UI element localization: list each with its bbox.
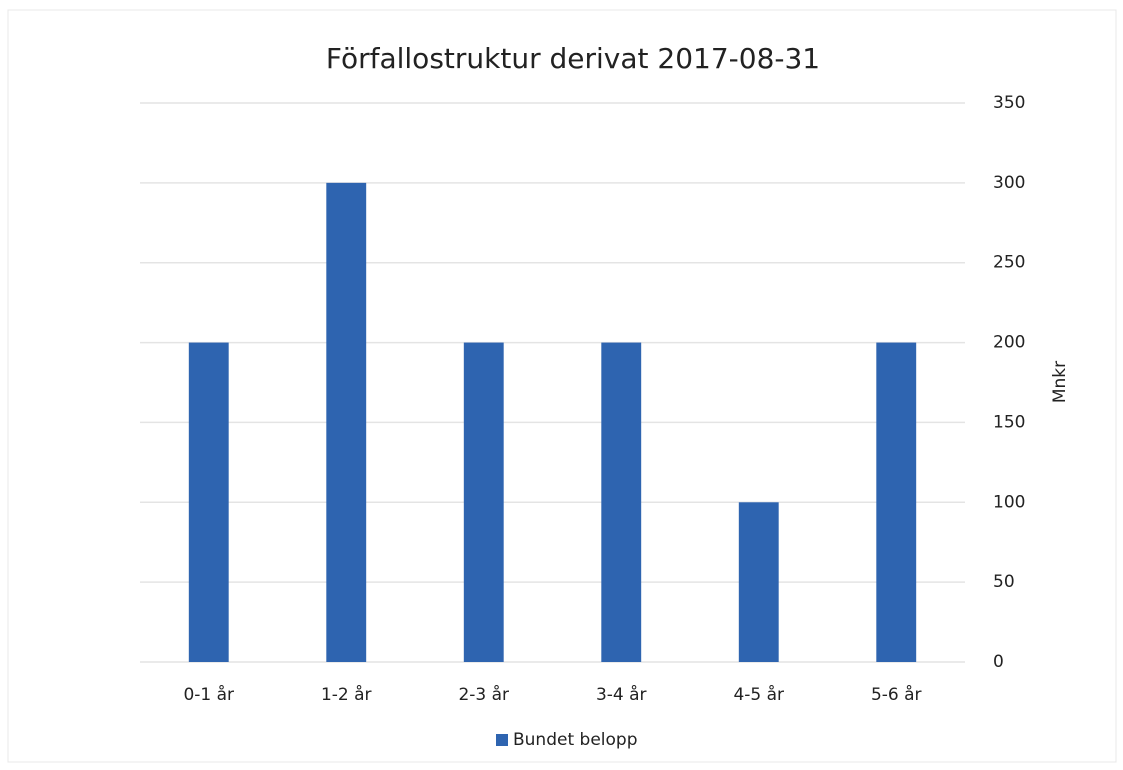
y-tick-label: 250 xyxy=(993,253,1025,273)
y-tick-label: 0 xyxy=(993,652,1004,672)
y-tick-label: 150 xyxy=(993,412,1025,432)
x-tick-label: 2-3 år xyxy=(458,684,509,705)
legend-label: Bundet belopp xyxy=(513,730,638,750)
y-axis-label: Mnkr xyxy=(1050,361,1070,403)
y-tick-label: 200 xyxy=(993,333,1025,353)
x-tick-label: 3-4 år xyxy=(596,684,647,705)
legend-swatch xyxy=(496,734,508,746)
y-tick-label: 50 xyxy=(993,572,1015,592)
x-tick-label: 4-5 år xyxy=(733,684,784,705)
bar xyxy=(738,502,779,662)
x-tick-label: 1-2 år xyxy=(321,684,372,705)
x-tick-label: 5-6 år xyxy=(871,684,922,705)
x-tick-label: 0-1 år xyxy=(183,684,234,705)
bar xyxy=(463,342,504,662)
chart-border xyxy=(7,9,1117,763)
bar xyxy=(601,342,642,662)
bar xyxy=(326,182,367,662)
y-tick-label: 100 xyxy=(993,492,1025,512)
bar xyxy=(876,342,917,662)
chart-title: Förfallostruktur derivat 2017-08-31 xyxy=(326,42,820,75)
y-tick-label: 300 xyxy=(993,173,1025,193)
bar xyxy=(188,342,229,662)
y-tick-label: 350 xyxy=(993,93,1025,113)
